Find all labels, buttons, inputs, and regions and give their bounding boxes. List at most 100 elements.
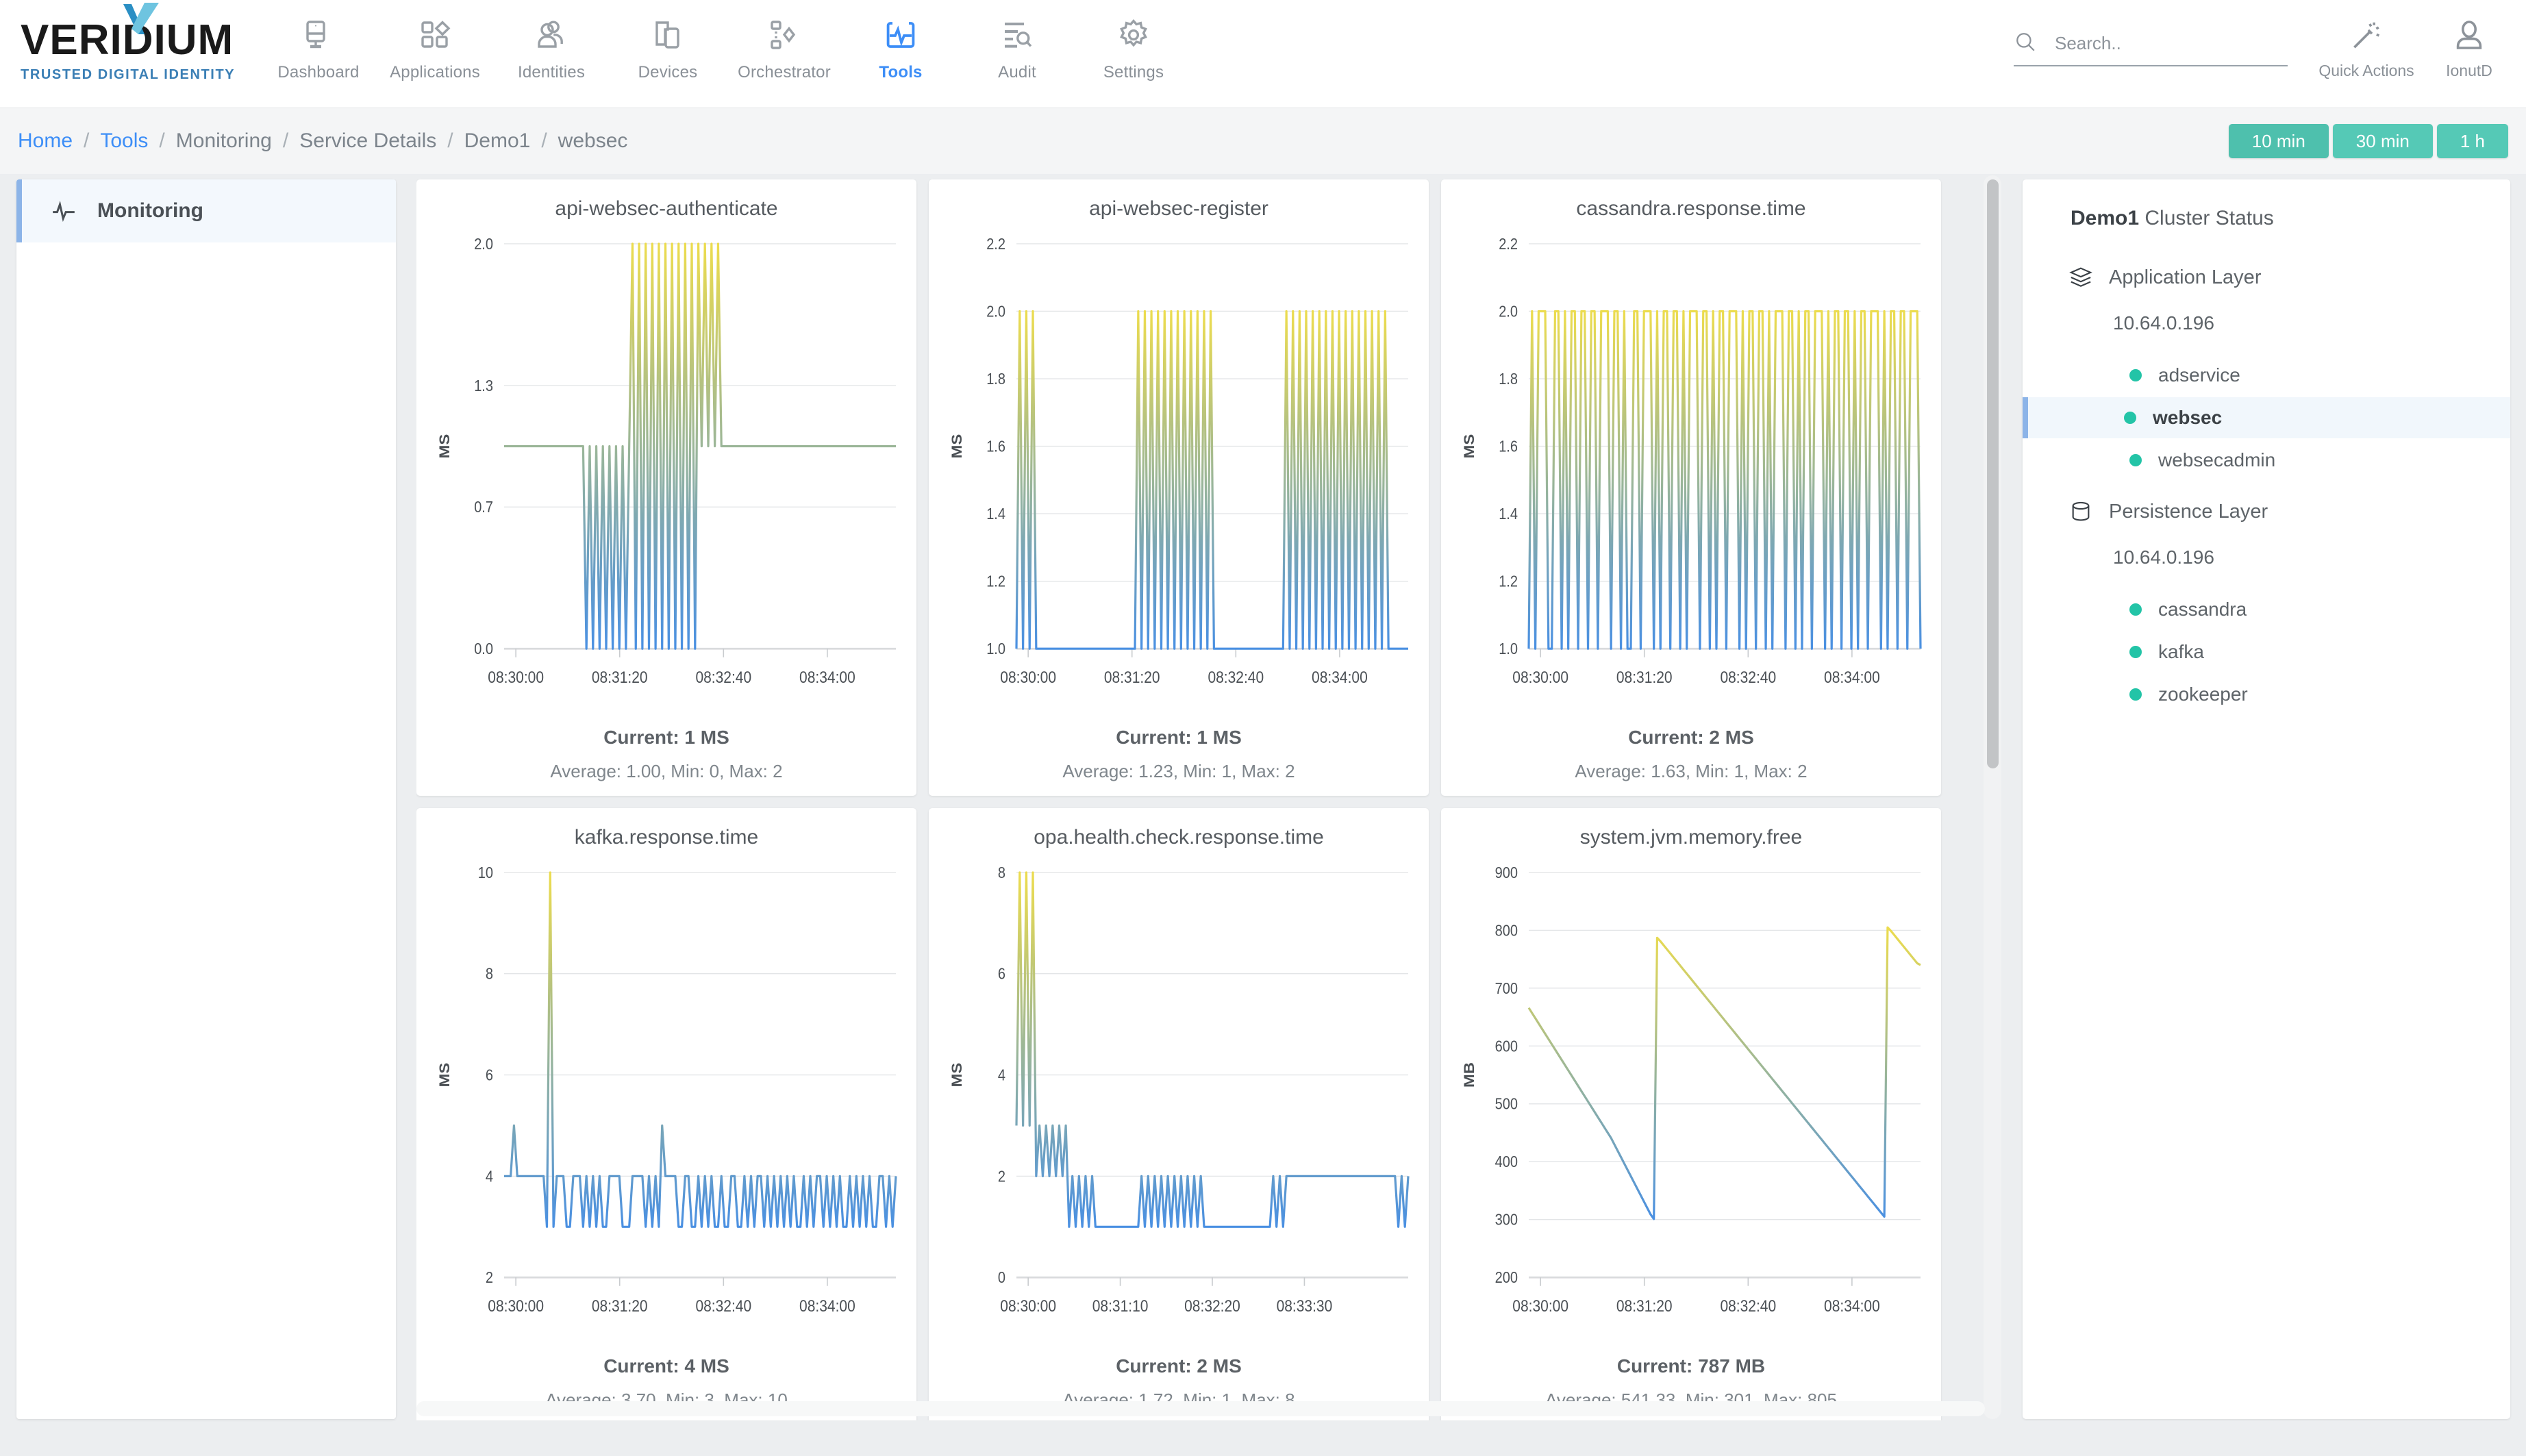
chart-card[interactable]: system.jvm.memory.free 200 300 400 500 600 700… — [1441, 808, 1941, 1420]
layer-host-address: 10.64.0.196 — [2113, 547, 2214, 568]
cluster-service-kafka[interactable]: kafka — [2023, 631, 2510, 673]
chart-stats-summary: Average: 1.63, Min: 1, Max: 2 — [1575, 761, 1808, 781]
svg-text:1.4: 1.4 — [1499, 505, 1518, 523]
time-range-selector: 10 min 30 min 1 h — [2228, 124, 2508, 158]
svg-text:08:30:00: 08:30:00 — [1000, 1297, 1056, 1316]
service-name: websecadmin — [2158, 449, 2276, 470]
gear-icon — [1117, 15, 1150, 55]
svg-text:MS: MS — [436, 1063, 452, 1088]
svg-text:6: 6 — [486, 1066, 493, 1083]
nav-label: Orchestrator — [738, 63, 831, 81]
chart-title: cassandra.response.time — [1576, 197, 1806, 220]
svg-text:1.4: 1.4 — [986, 505, 1005, 523]
svg-text:08:34:00: 08:34:00 — [799, 1297, 855, 1316]
user-avatar-icon — [2453, 16, 2486, 55]
layers-icon — [2069, 266, 2092, 289]
database-icon — [2069, 500, 2092, 523]
svg-text:08:31:20: 08:31:20 — [592, 668, 648, 687]
nav-item-orchestrator[interactable]: Orchestrator — [726, 5, 842, 82]
cluster-name: Demo1 — [2071, 207, 2140, 229]
top-navigation-bar: VERIDIUM TRUSTED DIGITAL IDENTITY — [0, 0, 2526, 108]
svg-text:4: 4 — [998, 1066, 1005, 1083]
chart-card[interactable]: api-websec-authenticate 0.0 0.7 1.3 2.0 08:30… — [416, 179, 916, 796]
nav-item-settings[interactable]: Settings — [1075, 5, 1192, 82]
nav-item-identities[interactable]: Identities — [493, 5, 610, 82]
quick-actions-button[interactable]: Quick Actions — [2315, 8, 2418, 80]
horizontal-scrollbar-track[interactable] — [416, 1401, 1985, 1416]
charts-scroll-area[interactable]: api-websec-authenticate 0.0 0.7 1.3 2.0 08:30… — [416, 173, 2023, 1420]
svg-text:08:31:20: 08:31:20 — [1616, 668, 1673, 687]
header-actions: Quick Actions IonutD — [2315, 8, 2521, 80]
chart-title: api-websec-authenticate — [555, 197, 778, 220]
cluster-status-panel: Demo1 Cluster Status Application Layer 1… — [2023, 179, 2510, 1419]
svg-text:1.6: 1.6 — [986, 438, 1005, 455]
time-range-10min[interactable]: 10 min — [2228, 124, 2329, 158]
breadcrumb-separator: / — [447, 129, 453, 152]
time-range-1h[interactable]: 1 h — [2436, 124, 2508, 158]
brand-name: VERIDIUM — [21, 16, 234, 64]
svg-text:2: 2 — [486, 1269, 493, 1286]
cluster-title-rest: Cluster Status — [2139, 207, 2274, 229]
chart-card[interactable]: opa.health.check.response.time 0 2 4 6 8 08:30… — [929, 808, 1429, 1420]
chart-plot: 0.0 0.7 1.3 2.0 08:30:00 08:31:20 08:32:40 08:3… — [430, 233, 903, 716]
layer-header-application: Application Layer — [2023, 266, 2510, 289]
svg-text:08:31:20: 08:31:20 — [1104, 668, 1160, 687]
svg-text:900: 900 — [1495, 864, 1518, 881]
svg-text:1.8: 1.8 — [1499, 371, 1518, 388]
chart-plot: 2 4 6 8 10 08:30:00 08:31:20 08:32:40 08:34:00 MS — [430, 862, 903, 1344]
svg-text:08:30:00: 08:30:00 — [1000, 668, 1056, 687]
nav-label: Audit — [998, 63, 1036, 81]
brand-logo[interactable]: VERIDIUM TRUSTED DIGITAL IDENTITY — [21, 3, 240, 83]
breadcrumb-item-service-details[interactable]: Service Details — [299, 129, 437, 152]
svg-text:08:32:40: 08:32:40 — [1720, 668, 1776, 687]
service-name: kafka — [2158, 641, 2204, 662]
time-range-30min[interactable]: 30 min — [2332, 124, 2433, 158]
breadcrumb-item-home[interactable]: Home — [18, 129, 73, 152]
nav-item-devices[interactable]: Devices — [610, 5, 726, 82]
vertical-scrollbar-thumb[interactable] — [1987, 179, 1999, 768]
svg-text:2.2: 2.2 — [986, 236, 1005, 253]
breadcrumb-separator: / — [282, 129, 289, 152]
user-menu-button[interactable]: IonutD — [2418, 8, 2521, 80]
svg-text:1.2: 1.2 — [1499, 573, 1518, 590]
svg-text:08:33:30: 08:33:30 — [1277, 1297, 1333, 1316]
svg-text:08:30:00: 08:30:00 — [1512, 668, 1568, 687]
status-dot-up — [2129, 646, 2142, 658]
pulse-icon — [884, 15, 917, 55]
chart-card[interactable]: cassandra.response.time 1.0 1.2 1.4 1.6 1.8 2.… — [1441, 179, 1941, 796]
sidebar-item-monitoring[interactable]: Monitoring — [16, 179, 396, 242]
search-input[interactable] — [2055, 33, 2260, 54]
breadcrumb-item-monitoring[interactable]: Monitoring — [175, 129, 272, 152]
layer-header-persistence: Persistence Layer — [2023, 500, 2510, 523]
chart-card[interactable]: api-websec-register 1.0 1.2 1.4 1.6 1.8 2.0 2.2… — [929, 179, 1429, 796]
cluster-service-zookeeper[interactable]: zookeeper — [2023, 674, 2510, 715]
chart-card[interactable]: kafka.response.time 2 4 6 8 10 08:30:00 08:31:2… — [416, 808, 916, 1420]
search-box[interactable] — [2014, 30, 2288, 66]
status-dot-up — [2129, 369, 2142, 381]
svg-text:300: 300 — [1495, 1212, 1518, 1229]
chart-plot: 0 2 4 6 8 08:30:00 08:31:10 08:32:20 08:33:30 MS — [942, 862, 1415, 1344]
layer-host-address: 10.64.0.196 — [2113, 312, 2214, 334]
svg-text:2.2: 2.2 — [1499, 236, 1518, 253]
breadcrumb: Home / Tools / Monitoring / Service Deta… — [18, 129, 627, 153]
breadcrumb-item-demo1[interactable]: Demo1 — [464, 129, 531, 152]
sidebar-item-label: Monitoring — [97, 199, 203, 222]
svg-text:0: 0 — [998, 1269, 1005, 1286]
cluster-service-cassandra[interactable]: cassandra — [2023, 589, 2510, 630]
nav-item-tools[interactable]: Tools — [842, 5, 959, 82]
pulse-icon — [51, 198, 77, 224]
workflow-icon — [768, 15, 801, 55]
svg-text:08:30:00: 08:30:00 — [1512, 1297, 1568, 1316]
cluster-service-websec[interactable]: websec — [2023, 397, 2510, 438]
svg-text:1.2: 1.2 — [986, 573, 1005, 590]
nav-item-applications[interactable]: Applications — [377, 5, 493, 82]
svg-text:1.6: 1.6 — [1499, 438, 1518, 455]
svg-text:2.0: 2.0 — [986, 303, 1005, 320]
cluster-service-adservice[interactable]: adservice — [2023, 355, 2510, 396]
nav-item-dashboard[interactable]: Dashboard — [260, 5, 377, 82]
breadcrumb-item-tools[interactable]: Tools — [100, 129, 149, 152]
nav-label: Devices — [638, 63, 698, 81]
chart-title: api-websec-register — [1089, 197, 1268, 220]
cluster-service-websecadmin[interactable]: websecadmin — [2023, 440, 2510, 481]
nav-item-audit[interactable]: Audit — [959, 5, 1075, 82]
